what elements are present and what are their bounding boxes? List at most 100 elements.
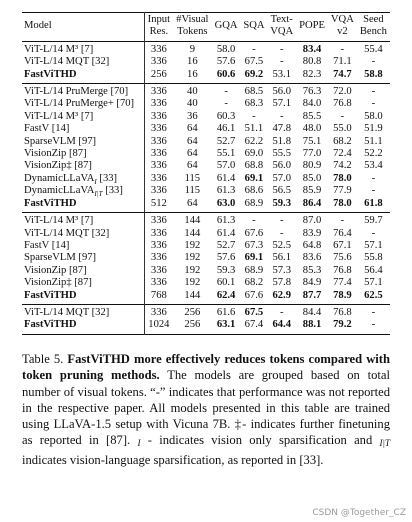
value-cell: 336 <box>144 136 173 148</box>
value-cell: - <box>267 41 296 56</box>
cell-text: 53.4 <box>364 160 383 172</box>
cell-text: 69.1 <box>244 252 264 264</box>
value-cell: 84.0 <box>296 98 328 110</box>
cell-text: 115 <box>184 172 201 184</box>
cell-text: 256 <box>184 306 201 318</box>
table-row: ViT-L/14 PruMerge [70] 336 40 - 68.5 56.0 76.3… <box>22 83 390 99</box>
value-cell: 61.8 <box>357 198 390 213</box>
value-cell: 83.9 <box>296 228 328 240</box>
value-cell: 336 <box>144 148 173 160</box>
value-cell: 62.9 <box>267 290 296 305</box>
cell-text: 61.6 <box>216 306 236 318</box>
value-cell: 60.3 <box>212 111 241 123</box>
cell-text: 74.2 <box>333 160 352 172</box>
value-cell: 336 <box>144 185 173 197</box>
cell-text: 64.4 <box>272 319 291 331</box>
value-cell: 256 <box>173 319 212 334</box>
row-group: ViT-L/14 PruMerge [70] 336 40 - 68.5 56.0 76.3… <box>22 83 390 213</box>
value-cell: 144 <box>173 228 212 240</box>
model-cell: VisionZip [87] <box>22 148 145 161</box>
cell-text: 9 <box>189 43 195 55</box>
value-cell: 85.3 <box>296 265 328 277</box>
model-cell: ViT-L/14 M³ [7] <box>22 41 145 57</box>
value-cell: 76.8 <box>328 265 357 277</box>
value-cell: 74.2 <box>328 160 357 172</box>
model-cell: VisionZip [87] <box>22 264 145 278</box>
value-cell: 57.1 <box>357 240 390 252</box>
table-header: Model Input Res. #Visual Tokens GQA SQA Text- VQ… <box>22 12 390 42</box>
cell-text: 40 <box>187 86 198 98</box>
value-cell: 192 <box>173 277 212 289</box>
cell-text: 192 <box>184 264 201 276</box>
value-cell: - <box>357 185 390 197</box>
watermark: CSDN @Together_CZ <box>312 508 406 518</box>
value-cell: - <box>357 84 390 99</box>
cell-text: 55.1 <box>216 148 236 160</box>
header-row: Model Input Res. #Visual Tokens GQA SQA Text- VQ… <box>22 12 390 42</box>
value-cell: 64 <box>173 148 212 160</box>
cell-text: 77.9 <box>333 185 352 197</box>
cell-text: 51.8 <box>272 135 291 147</box>
value-cell: 87.0 <box>296 213 328 228</box>
cell-text: - <box>371 227 376 239</box>
cell-text: 60.3 <box>216 110 236 122</box>
cell-text: 57.0 <box>272 172 291 184</box>
value-cell: 80.9 <box>296 160 328 172</box>
model-cell: FastViTHD <box>22 68 145 84</box>
value-cell: 69.2 <box>240 69 267 84</box>
cell-text: 80.9 <box>302 160 322 172</box>
value-cell: 336 <box>144 252 173 264</box>
value-cell: 57.6 <box>212 56 241 68</box>
cell-text: 336 <box>150 215 167 227</box>
table-row: VisionZip [87] 336 192 59.3 68.9 57.3 85.3 76.8… <box>22 264 390 278</box>
header-text: Seed <box>363 14 384 25</box>
cell-text: 192 <box>184 277 201 289</box>
cell-text: 52.5 <box>272 239 291 251</box>
value-cell: - <box>328 111 357 123</box>
cell-text: 57.8 <box>272 277 291 289</box>
value-cell: 46.1 <box>212 123 241 135</box>
cell-text: 68.9 <box>244 197 264 209</box>
cell-text: 336 <box>150 123 167 135</box>
header-cell: Text- VQA <box>267 13 296 42</box>
cell-text: 84.9 <box>302 277 322 289</box>
cell-text: 256 <box>184 319 201 331</box>
table-row: FastViTHD 512 64 63.0 68.9 59.3 86.4 78.0 61.8 <box>22 197 390 213</box>
value-cell: 67.5 <box>240 304 267 319</box>
value-cell: - <box>328 213 357 228</box>
value-cell: - <box>357 228 390 240</box>
value-cell: 82.3 <box>296 69 328 84</box>
cell-text: 68.2 <box>333 135 352 147</box>
cell-text: - <box>279 227 284 239</box>
value-cell: 75.1 <box>296 136 328 148</box>
value-cell: 84.4 <box>296 304 328 319</box>
cell-text: 336 <box>150 86 167 98</box>
value-cell: - <box>357 98 390 110</box>
cell-text: 85.9 <box>302 185 322 197</box>
cell-text: FastViTHD <box>24 319 77 331</box>
value-cell: 51.1 <box>357 136 390 148</box>
header-text: GQA <box>214 20 238 32</box>
cell-text: 56.4 <box>364 264 383 276</box>
value-cell: 51.1 <box>240 123 267 135</box>
value-cell: - <box>357 173 390 185</box>
cell-text: 336 <box>150 306 167 318</box>
value-cell: 55.8 <box>357 252 390 264</box>
subscript: I <box>94 177 97 186</box>
cell-text: 68.6 <box>244 185 264 197</box>
header-text: Res. <box>149 26 169 38</box>
cell-text: 83.6 <box>302 252 322 264</box>
results-table: Model Input Res. #Visual Tokens GQA SQA Text- VQ… <box>22 12 390 335</box>
cell-text: SparseVLM [97] <box>24 135 97 147</box>
value-cell: 144 <box>173 213 212 228</box>
cell-text: ViT-L/14 M³ [7] <box>24 215 94 227</box>
cell-text: 67.6 <box>244 289 264 301</box>
value-cell: 67.6 <box>240 228 267 240</box>
model-cell: FastViTHD <box>22 197 145 213</box>
value-cell: 60.1 <box>212 277 241 289</box>
cell-text: 83.4 <box>302 43 322 55</box>
cell-text: 16 <box>187 56 198 68</box>
cell-text: 336 <box>150 185 167 197</box>
cell-text: DynamicLLaVA <box>24 172 95 184</box>
value-cell: 78.0 <box>328 173 357 185</box>
